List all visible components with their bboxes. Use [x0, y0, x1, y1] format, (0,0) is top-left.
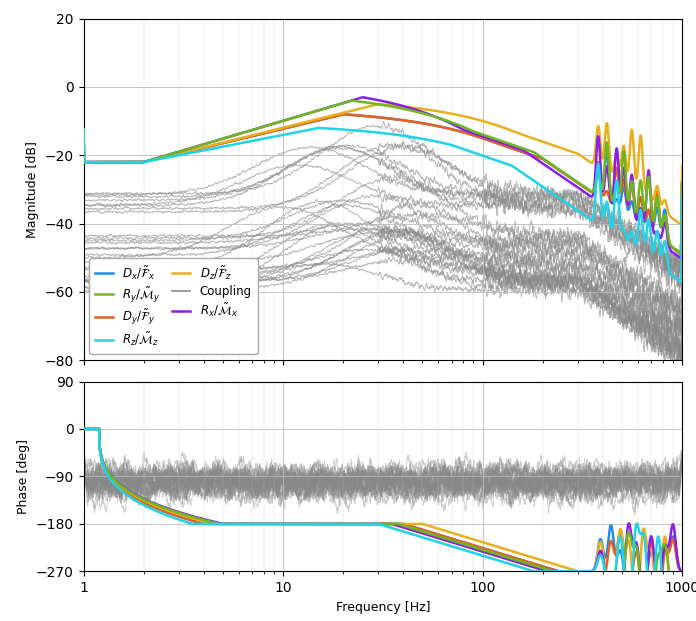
Y-axis label: Magnitude [dB]: Magnitude [dB] [26, 141, 39, 238]
Y-axis label: Phase [deg]: Phase [deg] [17, 439, 30, 514]
Legend: $D_x/\tilde{\mathcal{F}}_x$, $R_y/\tilde{\mathcal{M}}_y$, $D_y/\tilde{\mathcal{F: $D_x/\tilde{\mathcal{F}}_x$, $R_y/\tilde… [89, 258, 258, 355]
X-axis label: Frequency [Hz]: Frequency [Hz] [335, 601, 430, 614]
